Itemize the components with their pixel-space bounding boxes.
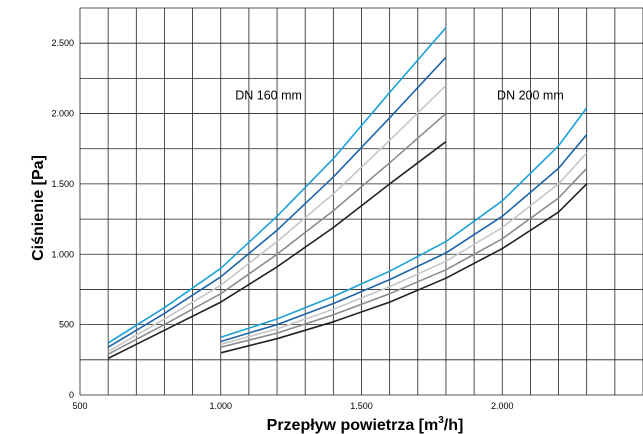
series-line (220, 152, 588, 346)
x-axis-label-main: Przepływ powietrza [m (267, 417, 439, 434)
grid-lines (79, 7, 643, 396)
series-line (220, 107, 588, 339)
series-line (220, 134, 588, 343)
series-group-annotation: DN 200 mm (497, 88, 564, 102)
series-line (107, 56, 447, 348)
y-tick-label: 1.500 (51, 179, 74, 189)
annotations: DN 160 mm DN 200 mm (235, 88, 563, 102)
series-line (107, 27, 447, 344)
y-tick-label: 2.000 (51, 109, 74, 119)
series-line (107, 141, 447, 360)
y-tick-label: 2.500 (51, 38, 74, 48)
series-lines (107, 27, 588, 360)
x-axis-label: Przepływ powietrza [m3/h] (267, 415, 464, 434)
x-axis-label-superscript: 3 (438, 415, 444, 426)
series-line (107, 112, 447, 355)
x-axis-label-unit: /h] (444, 417, 464, 434)
y-axis-label: Ciśnienie [Pa] (30, 155, 47, 261)
x-tick-label: 1.500 (350, 401, 373, 411)
x-tick-label: 2.000 (491, 401, 514, 411)
x-tick-label: 1.000 (209, 401, 232, 411)
series-line (107, 84, 447, 353)
y-tick-label: 500 (59, 320, 74, 330)
series-group-annotation: DN 160 mm (235, 88, 302, 102)
y-tick-label: 0 (69, 390, 74, 400)
series-line (220, 167, 588, 348)
y-tick-label: 1.000 (51, 249, 74, 259)
x-tick-label: 500 (72, 401, 87, 411)
series-line (220, 183, 588, 354)
